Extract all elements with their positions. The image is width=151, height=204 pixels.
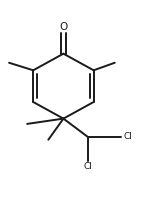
Text: Cl: Cl (83, 162, 92, 171)
Text: Cl: Cl (123, 132, 132, 141)
Text: O: O (59, 22, 67, 32)
